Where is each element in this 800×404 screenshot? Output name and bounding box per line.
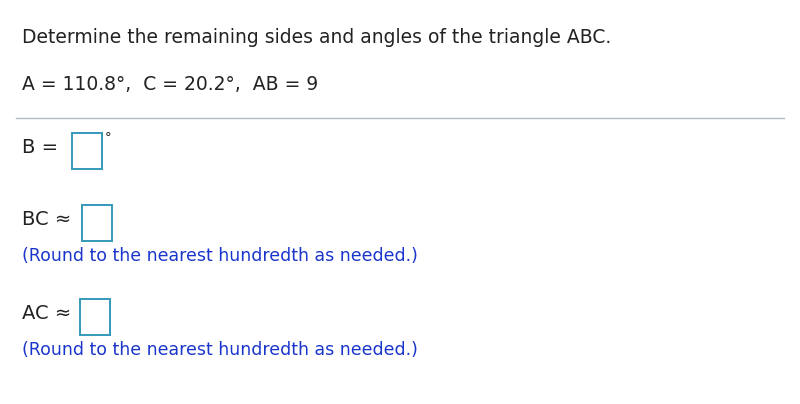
Text: B =: B = <box>22 138 64 157</box>
Text: Determine the remaining sides and angles of the triangle ABC.: Determine the remaining sides and angles… <box>22 28 611 47</box>
FancyBboxPatch shape <box>72 133 102 169</box>
Text: BC ≈: BC ≈ <box>22 210 71 229</box>
Text: AC ≈: AC ≈ <box>22 304 71 323</box>
Text: A = 110.8°,  C = 20.2°,  AB = 9: A = 110.8°, C = 20.2°, AB = 9 <box>22 75 318 94</box>
FancyBboxPatch shape <box>80 299 110 335</box>
Text: °: ° <box>105 131 112 144</box>
Text: (Round to the nearest hundredth as needed.): (Round to the nearest hundredth as neede… <box>22 341 418 359</box>
Text: (Round to the nearest hundredth as needed.): (Round to the nearest hundredth as neede… <box>22 247 418 265</box>
FancyBboxPatch shape <box>82 205 112 241</box>
